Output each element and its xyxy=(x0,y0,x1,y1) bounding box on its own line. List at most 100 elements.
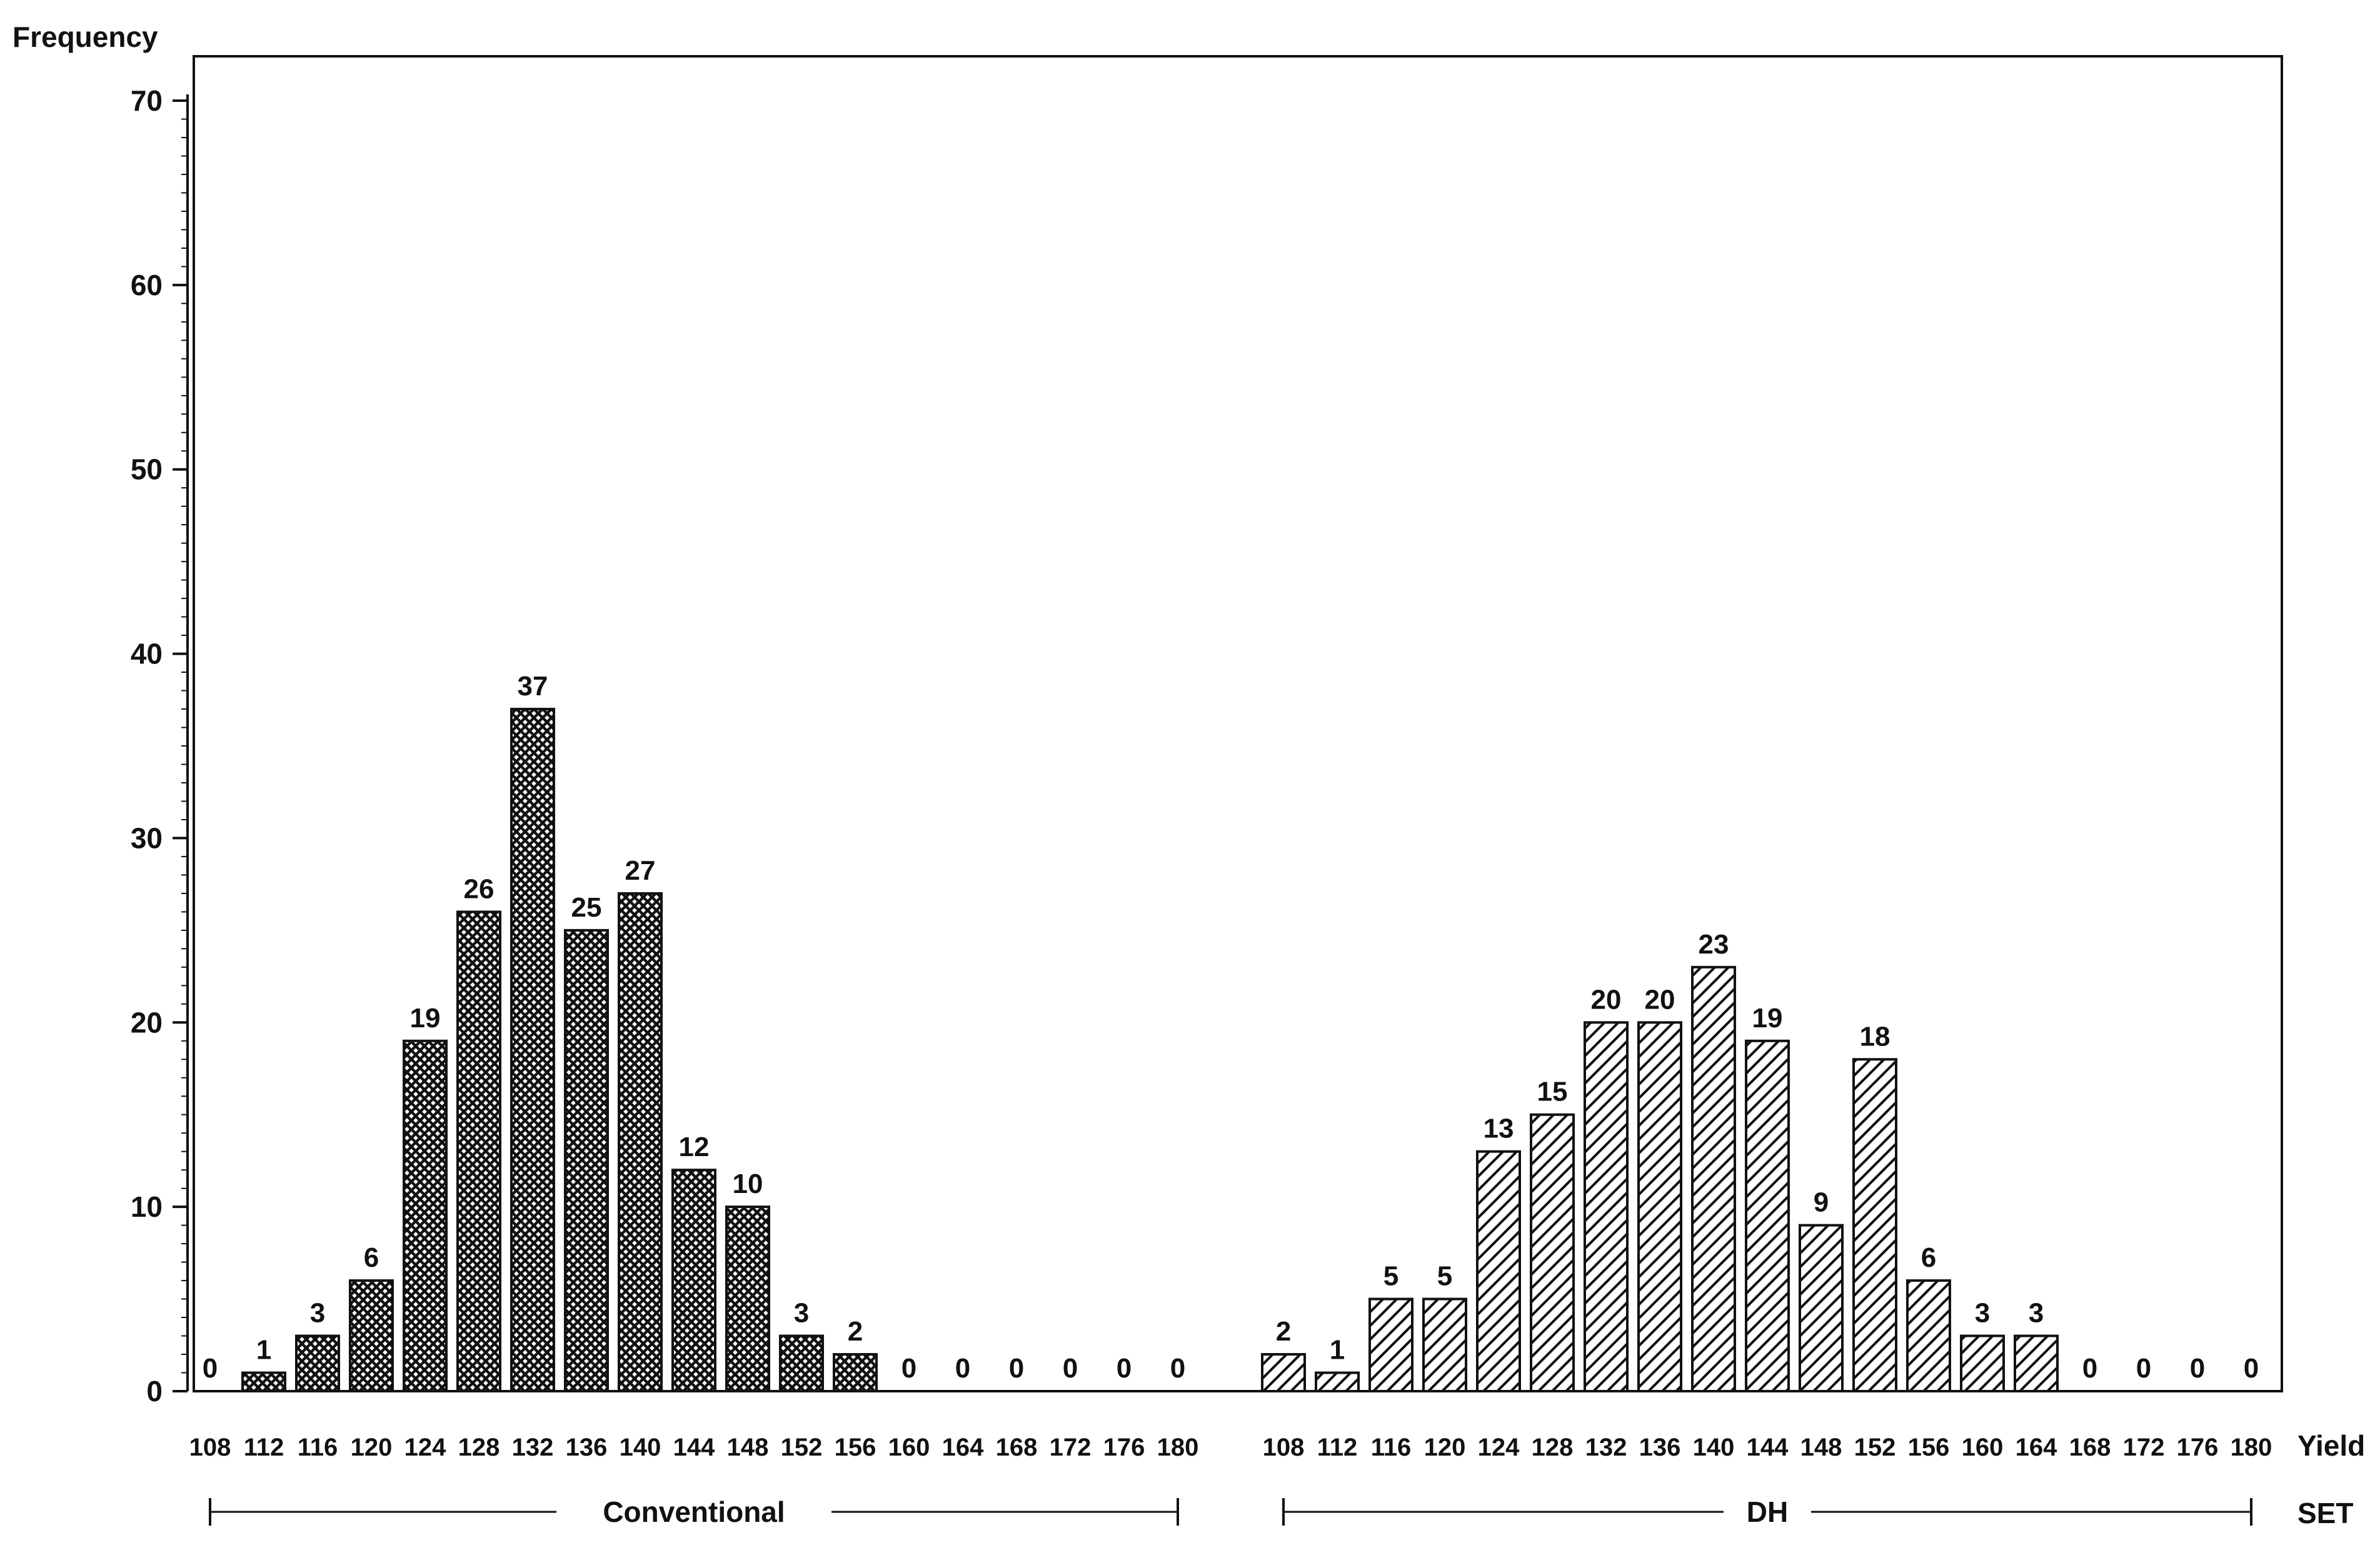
bar-value-label: 25 xyxy=(571,892,602,923)
x-tick-label: 160 xyxy=(888,1434,930,1461)
group-label: DH xyxy=(1747,1496,1788,1528)
bar xyxy=(403,1039,448,1393)
bar-value-label: 0 xyxy=(1063,1353,1078,1384)
bar-value-label: 6 xyxy=(1921,1242,1936,1273)
y-axis: 0 10 20 30 40 50 60 70 xyxy=(131,84,189,1407)
bar-value-label: 13 xyxy=(1484,1114,1514,1144)
bar xyxy=(1745,1039,1790,1393)
plot-frame xyxy=(193,55,2283,1392)
bar-value-label: 20 xyxy=(1645,984,1675,1015)
x-tick-label: 132 xyxy=(1585,1434,1627,1461)
x-tick-label: 112 xyxy=(244,1434,284,1461)
set-label: SET xyxy=(2297,1497,2353,1529)
y-tick-label: 60 xyxy=(131,269,163,301)
bar xyxy=(1637,1021,1682,1393)
x-tick-label: 148 xyxy=(727,1434,769,1461)
bar-value-label: 3 xyxy=(310,1298,325,1329)
x-tick-label: 176 xyxy=(1103,1434,1145,1461)
x-tick-label: 180 xyxy=(2231,1434,2272,1461)
x-tick-label: 152 xyxy=(1854,1434,1896,1461)
x-tick-label: 108 xyxy=(1263,1434,1305,1461)
bracket-conventional: Conventional xyxy=(209,1496,1179,1528)
bar xyxy=(671,1169,716,1392)
bar-value-label: 1 xyxy=(1330,1335,1345,1366)
bar xyxy=(725,1205,770,1392)
x-tick-label: 172 xyxy=(2123,1434,2165,1461)
x-tick-label: 144 xyxy=(673,1434,715,1461)
bar-value-label: 3 xyxy=(1975,1298,1990,1329)
bar-value-label: 6 xyxy=(364,1242,379,1273)
x-tick-label: 180 xyxy=(1157,1434,1199,1461)
x-tick-label: 112 xyxy=(1317,1434,1358,1461)
bar-value-label: 2 xyxy=(1276,1316,1291,1347)
x-tick-label: 132 xyxy=(512,1434,554,1461)
bar-value-label: 3 xyxy=(794,1298,809,1329)
bar xyxy=(1261,1353,1306,1392)
bar xyxy=(1906,1279,1951,1392)
bar xyxy=(2014,1334,2059,1393)
y-tick-label: 30 xyxy=(131,822,163,854)
x-tick-label: 140 xyxy=(1693,1434,1735,1461)
x-tick-label: 164 xyxy=(2016,1434,2057,1461)
bar-value-label: 0 xyxy=(955,1353,970,1384)
bar xyxy=(1476,1150,1521,1392)
bar-value-label: 0 xyxy=(1009,1353,1024,1384)
x-tick-label: 160 xyxy=(1962,1434,2004,1461)
bar-value-label: 2 xyxy=(848,1316,863,1347)
y-tick-label: 0 xyxy=(146,1375,163,1407)
bar-value-label: 0 xyxy=(203,1353,218,1384)
x-tick-label: 128 xyxy=(1532,1434,1574,1461)
x-tick-label: 168 xyxy=(996,1434,1038,1461)
x-tick-label: 136 xyxy=(1639,1434,1681,1461)
x-tick-label: 164 xyxy=(942,1434,984,1461)
bar xyxy=(1852,1058,1897,1393)
bar xyxy=(241,1371,286,1393)
bar xyxy=(833,1353,878,1392)
bar-value-label: 0 xyxy=(1170,1353,1185,1384)
bar-value-label: 20 xyxy=(1591,984,1622,1015)
x-tick-label: 140 xyxy=(620,1434,661,1461)
bar xyxy=(1530,1113,1575,1392)
x-tick-label: 120 xyxy=(1424,1434,1466,1461)
bar-value-label: 5 xyxy=(1383,1261,1398,1292)
x-tick-label: 136 xyxy=(566,1434,608,1461)
bar-value-label: 5 xyxy=(1437,1261,1452,1292)
y-tick-label: 70 xyxy=(131,84,163,117)
x-tick-label: 120 xyxy=(351,1434,393,1461)
bar-value-label: 0 xyxy=(2190,1353,2205,1384)
y-tick-label: 20 xyxy=(131,1006,163,1039)
bar xyxy=(510,708,555,1392)
x-tick-label: 148 xyxy=(1800,1434,1842,1461)
bar xyxy=(1422,1297,1467,1393)
bar xyxy=(618,892,663,1392)
bar-value-label: 0 xyxy=(1117,1353,1132,1384)
x-tick-label: 128 xyxy=(458,1434,500,1461)
x-axis-tick-labels: 108 112 116 120 124 128 132 136 140 144 148 152 156 1… xyxy=(189,1434,2272,1461)
bar xyxy=(456,910,501,1393)
y-axis-label: Frequency xyxy=(13,21,158,53)
x-tick-label: 144 xyxy=(1747,1434,1789,1461)
x-tick-label: 116 xyxy=(1371,1434,1412,1461)
bar xyxy=(1368,1297,1413,1393)
bar xyxy=(564,929,609,1393)
bar-value-label: 18 xyxy=(1860,1021,1890,1052)
x-tick-label: 168 xyxy=(2069,1434,2111,1461)
y-tick-label: 40 xyxy=(131,638,163,670)
x-tick-label: 172 xyxy=(1050,1434,1092,1461)
x-tick-label: 156 xyxy=(835,1434,876,1461)
series-conventional: 0 1 3 6 19 26 37 25 27 12 10 3 2 0 0 0 0 0 0 xyxy=(203,671,1185,1393)
bar xyxy=(1799,1224,1844,1392)
bar-value-label: 0 xyxy=(2136,1353,2151,1384)
x-tick-label: 156 xyxy=(1908,1434,1950,1461)
bar-value-label: 3 xyxy=(2029,1298,2044,1329)
bar-value-label: 0 xyxy=(2244,1353,2259,1384)
bar-value-label: 9 xyxy=(1814,1187,1829,1218)
bar-value-label: 15 xyxy=(1537,1077,1568,1107)
bar-value-label: 10 xyxy=(733,1169,763,1199)
group-brackets: Conventional DH xyxy=(209,1496,2252,1528)
bar-value-label: 23 xyxy=(1699,929,1729,960)
x-tick-label: 124 xyxy=(1478,1434,1520,1461)
